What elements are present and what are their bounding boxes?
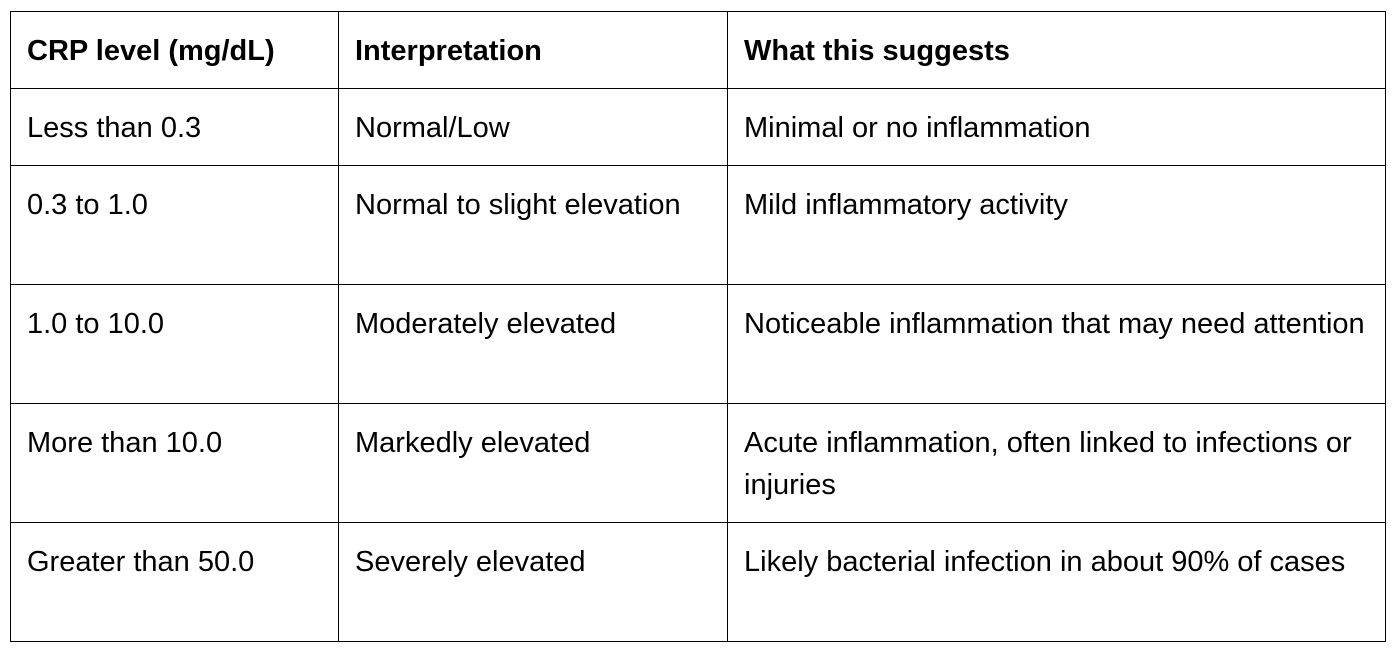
cell-interpretation: Moderately elevated [338,284,728,404]
cell-crp-level: More than 10.0 [10,403,339,523]
table-row: 0.3 to 1.0 Normal to slight elevation Mi… [10,165,1386,285]
header-crp-level: CRP level (mg/dL) [10,11,339,89]
cell-interpretation: Severely elevated [338,522,728,642]
cell-suggestion: Minimal or no inflammation [727,88,1386,166]
header-interpretation: Interpretation [338,11,728,89]
cell-suggestion: Likely bacterial infection in about 90% … [727,522,1386,642]
table-row: Greater than 50.0 Severely elevated Like… [10,522,1386,642]
table-header-row: CRP level (mg/dL) Interpretation What th… [10,11,1386,89]
cell-suggestion: Mild inflammatory activity [727,165,1386,285]
header-what-this-suggests: What this suggests [727,11,1386,89]
cell-crp-level: 1.0 to 10.0 [10,284,339,404]
crp-interpretation-table: CRP level (mg/dL) Interpretation What th… [10,11,1386,642]
cell-suggestion: Noticeable inflammation that may need at… [727,284,1386,404]
cell-interpretation: Normal/Low [338,88,728,166]
cell-crp-level: 0.3 to 1.0 [10,165,339,285]
table-row: Less than 0.3 Normal/Low Minimal or no i… [10,88,1386,166]
table-row: More than 10.0 Markedly elevated Acute i… [10,403,1386,523]
cell-crp-level: Greater than 50.0 [10,522,339,642]
cell-interpretation: Normal to slight elevation [338,165,728,285]
cell-suggestion: Acute inflammation, often linked to infe… [727,403,1386,523]
cell-crp-level: Less than 0.3 [10,88,339,166]
cell-interpretation: Markedly elevated [338,403,728,523]
table-row: 1.0 to 10.0 Moderately elevated Noticeab… [10,284,1386,404]
